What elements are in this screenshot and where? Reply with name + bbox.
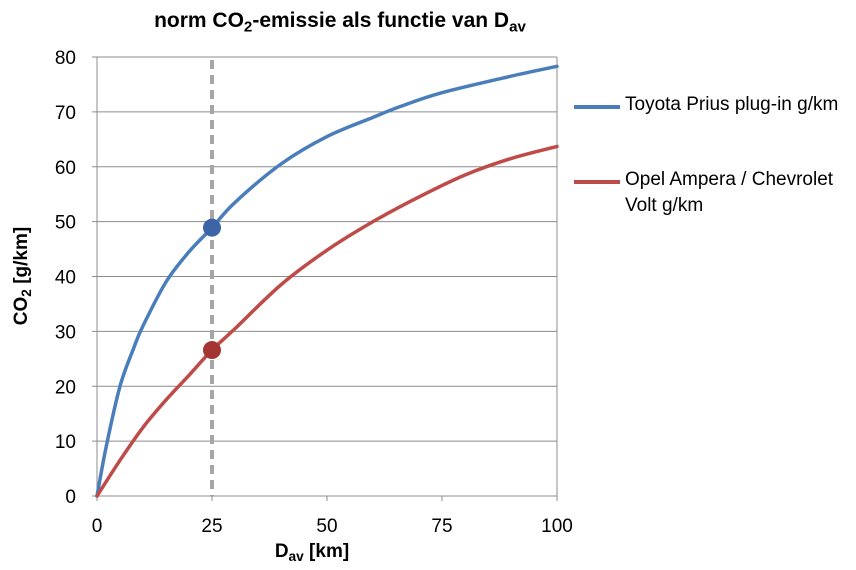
y-tick-label-20: 20	[55, 377, 76, 398]
x-axis-label: Dav [km]	[274, 541, 350, 565]
tick-labels: 0 10 20 30 40 50 60 70 80 0 25 50 75 100	[55, 48, 573, 537]
highlight-point-2	[203, 341, 221, 360]
legend: Toyota Prius plug-in g/km Opel Ampera / …	[574, 92, 854, 242]
y-tick-label-50: 50	[55, 213, 76, 234]
y-tick-label-60: 60	[55, 158, 76, 179]
legend-item-toyota: Toyota Prius plug-in g/km	[574, 92, 854, 152]
legend-item-opel: Opel Ampera / Chevrolet Volt g/km	[574, 167, 854, 227]
series-line-opel-ampera	[95, 144, 559, 498]
x-tick-label-75: 75	[431, 516, 452, 537]
x-tick-label-50: 50	[316, 516, 337, 537]
y-tick-label-30: 30	[55, 322, 76, 343]
highlight-point-1	[203, 218, 221, 237]
gridlines	[97, 56, 557, 442]
legend-swatch-toyota	[574, 105, 620, 109]
x-tick-label-25: 25	[201, 516, 222, 537]
y-tick-label-80: 80	[55, 48, 76, 69]
y-tick-label-10: 10	[55, 432, 76, 453]
y-tick-label-0: 0	[65, 487, 76, 508]
legend-swatch-opel	[574, 180, 620, 184]
x-tick-label-0: 0	[92, 516, 103, 537]
x-tick-label-100: 100	[541, 516, 573, 537]
series-line-toyota-prius	[95, 64, 559, 498]
chart-title: norm CO2-emissie als functie van Dav	[154, 9, 526, 36]
series-lines	[95, 64, 559, 498]
axes	[92, 56, 558, 501]
highlight-points	[203, 218, 221, 360]
legend-label-opel: Opel Ampera / Chevrolet Volt g/km	[625, 169, 834, 216]
y-tick-label-40: 40	[55, 268, 76, 289]
legend-label-toyota: Toyota Prius plug-in g/km	[625, 94, 839, 115]
y-tick-label-70: 70	[55, 103, 76, 124]
